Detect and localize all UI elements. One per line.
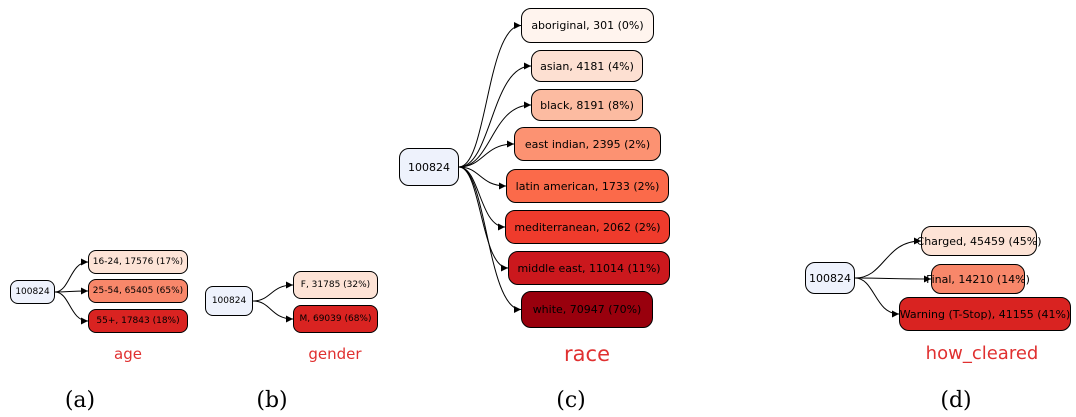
- child-node-c-7: middle east, 11014 (11%): [508, 251, 670, 285]
- edge-c-8: [458, 166, 522, 313]
- edge-c-2: [458, 62, 532, 168]
- panel-sublabel-c: (c): [556, 388, 586, 413]
- child-node-c-8: white, 70947 (70%): [521, 291, 653, 328]
- child-node-a-3: 55+, 17843 (18%): [88, 309, 188, 333]
- attribute-label-b: gender: [308, 345, 362, 363]
- root-node-c: 100824: [399, 148, 459, 186]
- child-node-b-1: F, 31785 (32%): [293, 271, 378, 299]
- attribute-label-c: race: [564, 342, 610, 366]
- edge-a-2: [54, 287, 89, 295]
- edge-a-3: [54, 291, 89, 325]
- panel-sublabel-b: (b): [256, 388, 288, 413]
- edge-c-4: [458, 140, 515, 168]
- root-node-b: 100824: [205, 286, 253, 316]
- child-node-c-6: mediterranean, 2062 (2%): [505, 210, 670, 244]
- attribute-label-a: age: [114, 345, 142, 363]
- edge-d-1: [854, 237, 922, 279]
- child-node-d-3: Warning (T-Stop), 41155 (41%): [899, 297, 1071, 331]
- child-node-a-2: 25-54, 65405 (65%): [88, 279, 188, 303]
- edge-b-1: [252, 281, 294, 302]
- child-node-c-1: aboriginal, 301 (0%): [521, 8, 654, 43]
- root-node-d: 100824: [805, 262, 855, 294]
- edge-d-3: [854, 277, 900, 318]
- attribute-label-d: how_cleared: [925, 343, 1039, 364]
- edge-c-7: [458, 166, 509, 272]
- edge-c-3: [458, 101, 532, 168]
- child-node-b-2: M, 69039 (68%): [293, 305, 378, 333]
- child-node-c-2: asian, 4181 (4%): [531, 50, 643, 82]
- panel-sublabel-a: (a): [64, 388, 96, 413]
- child-node-c-3: black, 8191 (8%): [531, 89, 643, 121]
- edge-c-1: [458, 22, 522, 168]
- child-node-c-5: latin american, 1733 (2%): [506, 169, 669, 203]
- child-node-d-2: Final, 14210 (14%): [926, 264, 1030, 294]
- edge-a-1: [54, 258, 89, 293]
- child-node-c-4: east indian, 2395 (2%): [514, 127, 661, 161]
- edge-d-2: [854, 275, 932, 283]
- edge-b-2: [252, 300, 294, 323]
- edge-c-5: [458, 166, 507, 190]
- panel-sublabel-d: (d): [940, 388, 972, 413]
- child-node-d-1: Charged, 45459 (45%): [917, 226, 1042, 256]
- child-node-a-1: 16-24, 17576 (17%): [88, 250, 188, 274]
- root-node-a: 100824: [10, 280, 55, 304]
